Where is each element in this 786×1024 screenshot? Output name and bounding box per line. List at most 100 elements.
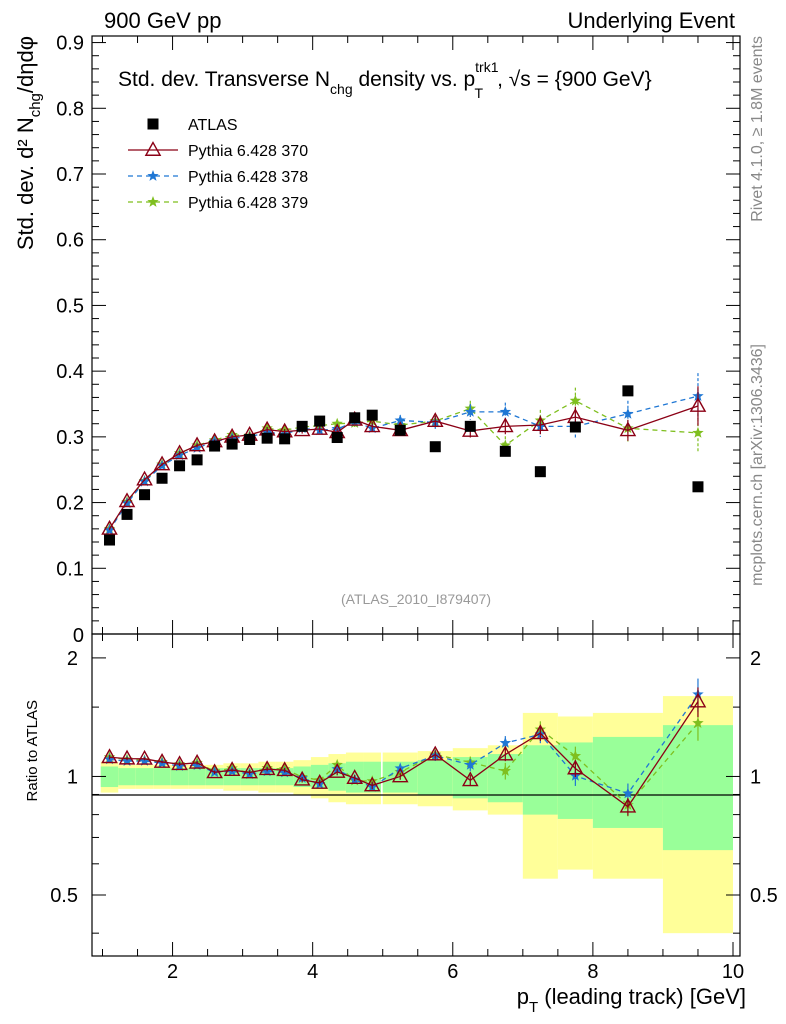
- ratio-point: [258, 760, 276, 776]
- plot-title: Std. dev. Transverse Nchg density vs. pt…: [118, 59, 652, 101]
- ratio-point: [532, 724, 549, 740]
- ratio-point: [118, 749, 136, 765]
- ratio-point: [223, 761, 241, 777]
- x-tick-label: 10: [722, 961, 744, 983]
- legend-entry: Pythia 6.428 379: [128, 195, 308, 212]
- series-pythia-6-428-370: [101, 386, 707, 816]
- ratio-y-axis-label: Ratio to ATLAS: [24, 700, 41, 801]
- y-axis-label-main: Std. dev. d² N: [13, 117, 38, 250]
- legend-label: Pythia 6.428 379: [188, 195, 308, 212]
- x-axis-label-main: p: [517, 984, 529, 1009]
- data-point: [226, 438, 238, 450]
- ratio-tick-label-right: 0.5: [750, 885, 778, 907]
- legend-marker: [144, 141, 162, 156]
- side-label-top: Rivet 4.1.0, ≥ 1.8M events: [749, 36, 766, 222]
- ratio-point: [619, 797, 637, 813]
- x-tick-label: 6: [447, 961, 458, 983]
- ratio-tick-label-left: 2: [67, 648, 78, 670]
- series-line: [108, 395, 699, 531]
- data-point: [331, 432, 343, 444]
- data-point: [464, 405, 476, 417]
- ratio-tick-label-left: 0.5: [50, 885, 78, 907]
- x-tick-label: 4: [307, 961, 318, 983]
- data-point: [569, 421, 581, 433]
- data-point: [499, 405, 512, 417]
- ratio-point: [136, 749, 153, 765]
- data-point: [314, 415, 326, 427]
- ratio-point: [464, 758, 476, 770]
- legend: ATLAS Pythia 6.428 370 Pythia 6.428 378 Pyt…: [128, 117, 308, 212]
- data-point: [394, 424, 406, 436]
- ratio-series-line: [109, 701, 699, 808]
- ratio-point: [191, 759, 203, 771]
- data-point: [429, 441, 441, 453]
- data-point: [209, 440, 221, 452]
- ratio-point: [363, 776, 381, 792]
- y-tick-label: 0.7: [56, 164, 84, 186]
- data-point: [121, 508, 133, 520]
- y-tick-label-zero: 0: [73, 625, 84, 647]
- band-green: [118, 768, 136, 786]
- legend-label: Pythia 6.428 370: [188, 143, 308, 160]
- band-green: [135, 768, 154, 786]
- y-tick-label: 0.9: [56, 33, 84, 55]
- data-point: [121, 497, 133, 509]
- ratio-point: [569, 750, 582, 761]
- ratio-point: [293, 770, 311, 786]
- band-green: [153, 768, 171, 786]
- data-point: [118, 492, 136, 508]
- series-atlas: [104, 385, 704, 546]
- ratio-point: [426, 745, 444, 761]
- data-point: [136, 470, 153, 486]
- ratio-point: [171, 755, 188, 771]
- data-point: [191, 442, 203, 453]
- x-tick-label: 2: [167, 961, 178, 983]
- ratio-point: [138, 755, 151, 766]
- data-point: [532, 416, 549, 431]
- plot-title-tail: , √s = {900 GeV}: [497, 68, 652, 91]
- y-tick-label: 0.4: [56, 361, 84, 383]
- band-green: [662, 725, 733, 851]
- data-point: [139, 489, 151, 501]
- ratio-point: [188, 753, 206, 769]
- ratio-point: [461, 771, 479, 787]
- data-point: [311, 420, 328, 435]
- x-axis-label-sub: T: [529, 999, 538, 1016]
- data-point: [692, 426, 704, 438]
- data-point: [622, 385, 634, 397]
- data-marks: [101, 373, 707, 817]
- ratio-point: [499, 737, 512, 748]
- data-point: [426, 412, 444, 428]
- data-point: [104, 534, 116, 546]
- y-tick-label: 0.3: [56, 427, 84, 449]
- data-point: [499, 445, 511, 457]
- data-point: [363, 417, 381, 433]
- ratio-point: [101, 748, 118, 764]
- legend-entry: Pythia 6.428 378: [128, 169, 308, 186]
- series-line: [108, 405, 699, 530]
- ratio-point: [689, 692, 707, 708]
- data-point: [622, 407, 634, 419]
- data-point: [188, 436, 206, 452]
- data-point: [244, 433, 256, 445]
- ratio-point: [241, 763, 258, 779]
- y-tick-label: 0.2: [56, 493, 84, 515]
- y-axis-label-sub: chg: [27, 93, 44, 117]
- ratio-point: [622, 787, 634, 799]
- plot-title-sub: chg: [330, 81, 353, 97]
- data-point: [261, 432, 273, 444]
- data-point: [499, 439, 512, 451]
- plot-title-sup: trk1: [475, 59, 499, 75]
- data-point: [497, 417, 514, 433]
- ratio-point: [391, 767, 409, 783]
- header-right: Underlying Event: [567, 8, 735, 33]
- data-point: [296, 420, 308, 432]
- data-point: [171, 444, 188, 460]
- legend-marker: [147, 170, 159, 181]
- band-green: [170, 768, 189, 786]
- ratio-point: [206, 763, 223, 779]
- data-point: [569, 394, 582, 406]
- legend-entry: Pythia 6.428 370: [128, 141, 308, 160]
- band-green: [522, 745, 558, 815]
- legend-marker: [147, 196, 159, 207]
